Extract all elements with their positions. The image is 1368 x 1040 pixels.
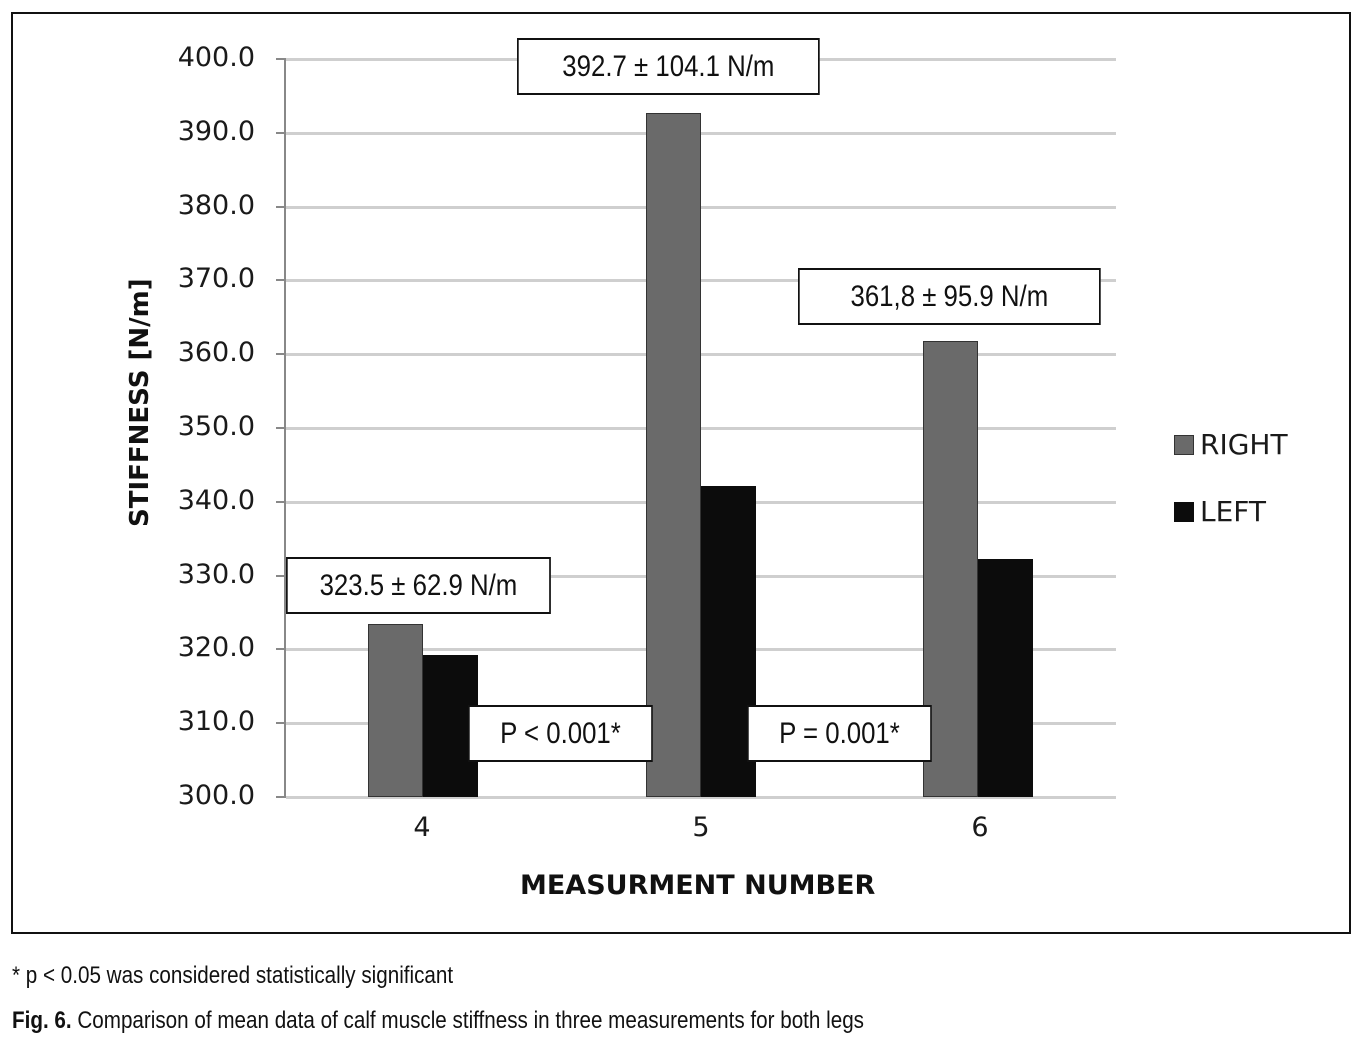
y-tick-label: 300.0	[177, 780, 255, 811]
y-tick-mark	[276, 648, 286, 651]
y-tick-mark	[276, 353, 286, 356]
footnote: * p < 0.05 was considered statistically …	[12, 962, 454, 989]
y-tick-label: 310.0	[177, 706, 255, 738]
y-tick-label: 360.0	[177, 337, 255, 369]
gridline	[286, 205, 1116, 209]
y-tick-mark	[276, 427, 286, 429]
legend-swatch-left-icon	[1174, 501, 1194, 522]
bar-right-6	[923, 340, 978, 797]
legend-label-right: RIGHT	[1200, 428, 1288, 461]
y-tick-mark	[276, 131, 286, 134]
figure-caption-text: Comparison of mean data of calf muscle s…	[71, 1007, 864, 1034]
x-tick-5: 5	[692, 812, 710, 843]
y-tick-label: 380.0	[177, 189, 255, 221]
x-axis-label: MEASURMENT NUMBER	[520, 870, 876, 901]
gridline	[286, 353, 1116, 357]
legend-swatch-right-icon	[1174, 434, 1194, 455]
figure-label: Fig. 6.	[12, 1007, 72, 1034]
legend-item-right: RIGHT	[1174, 428, 1288, 461]
y-tick-mark	[276, 722, 286, 725]
y-axis-line	[284, 58, 286, 798]
annotation-5-right: 392.7 ± 104.1 N/m	[517, 38, 820, 95]
annotation-p-4-5: P < 0.001*	[468, 705, 653, 762]
x-tick-6: 6	[971, 812, 989, 843]
gridline	[286, 131, 1116, 135]
y-tick-mark	[276, 205, 286, 208]
annotation-p-5-6: P = 0.001*	[747, 705, 932, 762]
figure-caption: Fig. 6. Comparison of mean data of calf …	[12, 1007, 864, 1035]
y-tick-label: 390.0	[177, 115, 255, 147]
annotation-4-right: 323.5 ± 62.9 N/m	[286, 557, 551, 614]
y-tick-mark	[276, 58, 286, 60]
annotation-6-right: 361,8 ± 95.9 N/m	[798, 268, 1101, 325]
y-tick-label: 340.0	[177, 484, 255, 516]
y-tick-mark	[276, 500, 286, 503]
legend-label-left: LEFT	[1200, 495, 1267, 528]
y-tick-label: 400.0	[177, 42, 255, 73]
y-tick-mark	[276, 796, 286, 798]
bar-left-6	[978, 558, 1033, 797]
bar-right-5	[646, 112, 701, 797]
y-tick-mark	[276, 574, 286, 577]
y-tick-label: 370.0	[177, 263, 255, 295]
legend-item-left: LEFT	[1174, 495, 1266, 528]
y-tick-label: 320.0	[177, 632, 255, 664]
y-tick-label: 350.0	[177, 411, 255, 442]
y-tick-label: 330.0	[177, 558, 255, 590]
y-tick-mark	[276, 279, 286, 282]
bar-left-5	[701, 485, 756, 797]
gridline	[286, 427, 1116, 430]
gridline	[286, 279, 1116, 283]
x-tick-4: 4	[413, 812, 431, 843]
gridline	[286, 796, 1116, 799]
bar-right-4	[368, 623, 423, 797]
